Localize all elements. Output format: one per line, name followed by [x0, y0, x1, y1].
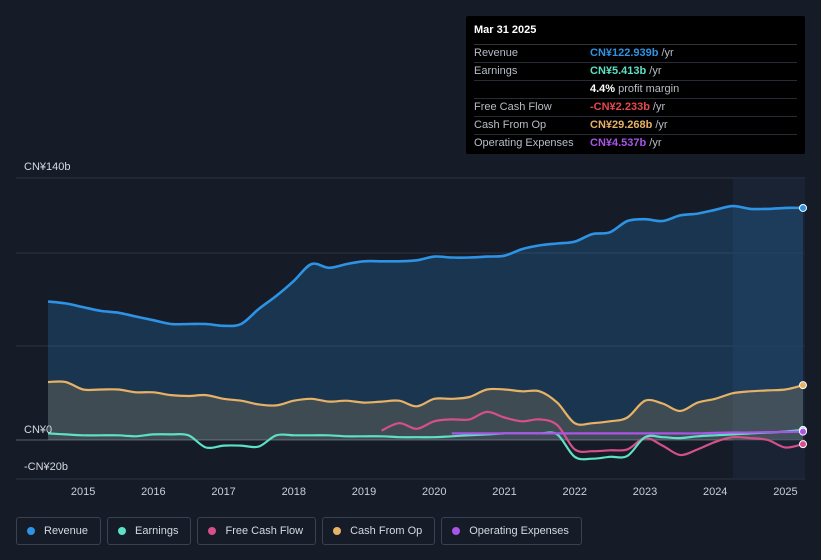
legend: Revenue Earnings Free Cash Flow Cash From O…: [16, 517, 582, 545]
legend-label: Revenue: [44, 525, 89, 537]
legend-dot-icon: [27, 527, 35, 535]
tooltip-row: 4.4% profit margin: [474, 81, 797, 99]
x-tick-label: 2015: [71, 486, 95, 498]
tooltip-row-label: Revenue: [474, 47, 519, 59]
x-axis: 2015 2016 2017 2018 2019 2020 2021 2022 2023 2024…: [71, 486, 798, 498]
series-areas: [48, 206, 803, 440]
legend-item-free-cash-flow[interactable]: Free Cash Flow: [197, 517, 317, 545]
x-tick-label: 2024: [703, 486, 727, 498]
x-tick-label: 2020: [422, 486, 446, 498]
tooltip-row-value: 4.4%: [590, 83, 616, 95]
revenue-line: [47, 204, 804, 328]
tooltip-row-unit: /yr: [649, 65, 662, 77]
x-tick-label: 2017: [211, 486, 235, 498]
cfo-end-marker: [799, 381, 807, 390]
earnings-line: [47, 428, 804, 461]
legend-item-revenue[interactable]: Revenue: [16, 517, 102, 545]
x-tick-label: 2016: [141, 486, 165, 498]
cfo-area: [48, 381, 803, 440]
legend-label: Cash From Op: [350, 525, 423, 537]
x-tick-label: 2019: [352, 486, 376, 498]
tooltip-panel: Mar 31 2025 Revenue CN¥122.939b/yr Earning…: [466, 16, 805, 154]
tooltip-row-value: CN¥4.537b: [590, 137, 647, 149]
x-tick-label: 2025: [773, 486, 797, 498]
tooltip-row-unit: /yr: [655, 119, 668, 131]
revenue-area: [48, 206, 803, 440]
tooltip-row: Operating Expenses CN¥4.537b/yr: [474, 135, 797, 152]
tooltip-row: Free Cash Flow -CN¥2.233b/yr: [474, 99, 797, 117]
legend-label: Operating Expenses: [469, 525, 569, 537]
y-axis-label-min: -CN¥20b: [24, 461, 68, 473]
tooltip-row-value: -CN¥2.233b: [590, 101, 650, 113]
legend-dot-icon: [208, 527, 217, 535]
y-axis-label-max: CN¥140b: [24, 161, 70, 173]
x-tick-label: 2022: [563, 486, 587, 498]
legend-dot-icon: [452, 527, 461, 535]
gridlines: [16, 177, 805, 480]
y-axis: CN¥140b CN¥0 -CN¥20b: [24, 161, 70, 473]
cfo-line: [47, 380, 804, 426]
tooltip-row-unit: /yr: [649, 137, 662, 149]
x-tick-label: 2023: [633, 486, 657, 498]
legend-item-operating-expenses[interactable]: Operating Expenses: [441, 517, 582, 545]
tooltip-row: Cash From Op CN¥29.268b/yr: [474, 117, 797, 135]
x-tick-label: 2018: [282, 486, 306, 498]
legend-label: Free Cash Flow: [225, 525, 304, 537]
series-lines: [47, 204, 804, 461]
legend-dot-icon: [118, 527, 127, 535]
legend-item-cash-from-op[interactable]: Cash From Op: [322, 517, 436, 545]
tooltip-row-unit: profit margin: [618, 83, 680, 95]
tooltip-row-unit: /yr: [661, 47, 674, 59]
tooltip-row-label: [474, 81, 590, 98]
legend-label: Earnings: [135, 525, 179, 537]
legend-item-earnings[interactable]: Earnings: [107, 517, 192, 545]
tooltip-date: Mar 31 2025: [474, 22, 797, 45]
tooltip-row-label: Cash From Op: [474, 119, 547, 131]
tooltip-row-value: CN¥122.939b: [590, 47, 659, 59]
fcf-line: [381, 410, 804, 457]
x-tick-label: 2021: [492, 486, 516, 498]
legend-dot-icon: [333, 527, 342, 535]
opex-line: [451, 430, 804, 435]
tooltip-row: Earnings CN¥5.413b/yr: [474, 63, 797, 81]
tooltip-row-label: Earnings: [474, 65, 518, 77]
series-end-markers: [799, 203, 807, 449]
tooltip-row-unit: /yr: [652, 101, 666, 113]
fcf-end-marker: [799, 440, 807, 449]
forecast-region: [732, 178, 805, 479]
tooltip-row: Revenue CN¥122.939b/yr: [474, 45, 797, 63]
tooltip-row-label: Free Cash Flow: [474, 101, 552, 113]
tooltip-row-value: CN¥29.268b: [590, 119, 653, 131]
tooltip-row-value: CN¥5.413b: [590, 65, 647, 77]
y-axis-label-zero: CN¥0: [24, 424, 52, 436]
tooltip-row-label: Operating Expenses: [474, 137, 574, 149]
opex-end-marker: [799, 427, 807, 436]
revenue-end-marker: [799, 203, 807, 212]
